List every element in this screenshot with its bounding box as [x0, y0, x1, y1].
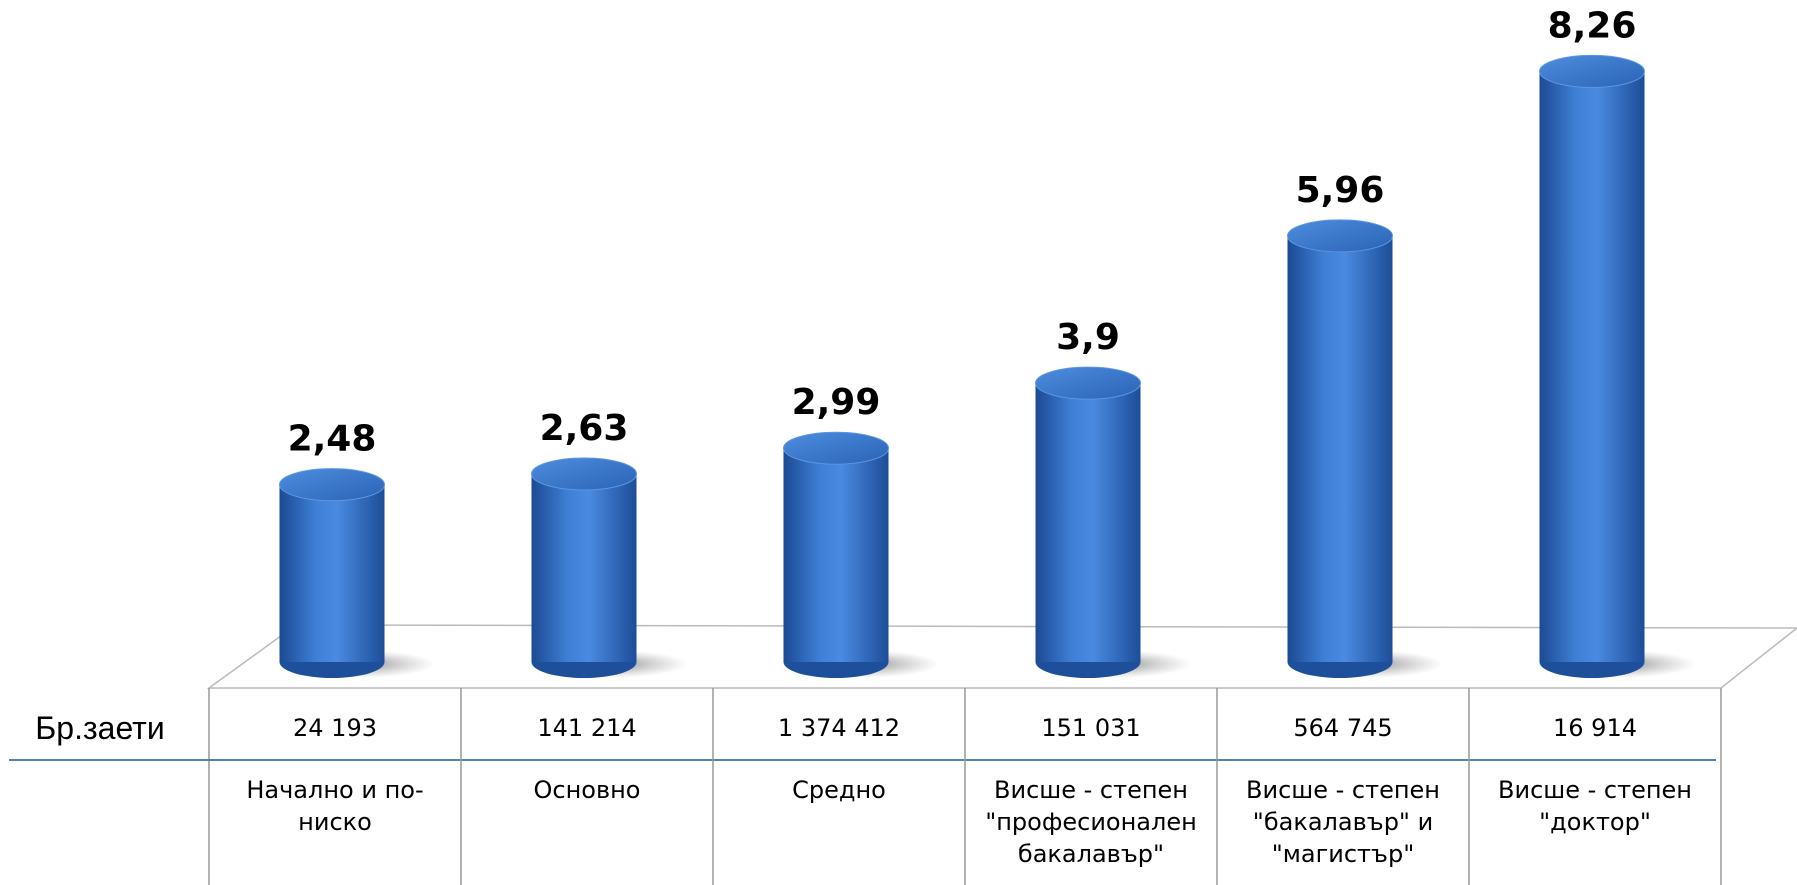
table-value: 151 031	[1041, 714, 1141, 742]
x-tick-label: Начално и по-ниско	[246, 776, 424, 836]
x-tick-label: Висше - степен "доктор"	[1498, 776, 1692, 836]
x-tick-label: Висше - степен "бакалавър" и "магистър"	[1246, 776, 1440, 868]
bar	[1539, 54, 1645, 678]
x-tick-label: Средно	[792, 776, 886, 804]
table-value: 564 745	[1293, 714, 1393, 742]
bar	[1035, 366, 1141, 678]
table-value: 24 193	[293, 714, 377, 742]
value-label: 3,9	[1056, 317, 1120, 358]
value-label: 8,26	[1548, 5, 1637, 46]
x-tick-label: Основно	[533, 776, 641, 804]
bar	[279, 468, 385, 678]
table-row-label: Бр.заети	[35, 710, 165, 746]
value-label: 2,99	[792, 382, 881, 423]
x-tick-label: Висше - степен "професионален бакалавър"	[985, 776, 1197, 868]
value-label: 2,48	[288, 419, 377, 460]
value-label: 2,63	[540, 408, 629, 449]
bar	[531, 457, 637, 678]
bar	[783, 431, 889, 678]
value-label: 5,96	[1296, 170, 1385, 211]
table-value: 1 374 412	[777, 714, 901, 742]
table-value: 16 914	[1553, 714, 1637, 742]
bar	[1287, 219, 1393, 678]
table-value: 141 214	[537, 714, 637, 742]
